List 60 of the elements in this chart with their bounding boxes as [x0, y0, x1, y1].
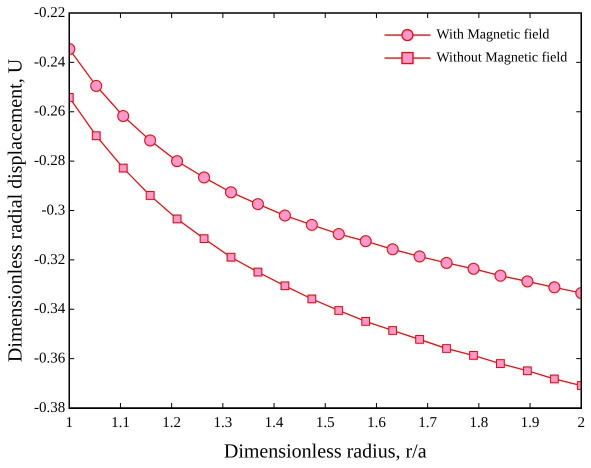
point	[334, 306, 344, 315]
point	[198, 171, 210, 184]
point	[144, 134, 156, 146]
point	[306, 218, 318, 231]
point	[226, 252, 236, 262]
point	[92, 131, 101, 140]
legend-label: Without Magnetic field	[436, 50, 568, 66]
y-tick-label: -0.22	[34, 4, 66, 21]
point	[146, 191, 154, 200]
point	[171, 155, 184, 168]
x-tick-label: 1.6	[367, 414, 386, 431]
point	[522, 366, 532, 376]
x-tick-label: 1.9	[520, 414, 540, 431]
point	[521, 275, 534, 288]
x-tick-label: 1	[65, 414, 73, 431]
y-tick-label: -0.32	[34, 252, 66, 268]
point	[494, 270, 506, 282]
x-tick-label: 1.5	[316, 414, 335, 431]
point	[388, 326, 398, 335]
legend-label: With Magnetic field	[436, 28, 550, 43]
point	[117, 110, 130, 122]
x-tick-label: 1.4	[264, 414, 284, 431]
point	[278, 209, 291, 222]
point	[252, 198, 264, 210]
y-tick-label: -0.34	[34, 301, 66, 318]
point	[415, 334, 424, 344]
point	[467, 262, 480, 275]
x-tick-label: 1.8	[469, 414, 488, 431]
point	[224, 186, 237, 198]
point	[469, 351, 478, 360]
x-tick-label: 1.2	[162, 414, 182, 431]
point	[118, 164, 128, 172]
point	[414, 250, 426, 262]
y-tick-label: -0.38	[34, 400, 66, 416]
point	[200, 234, 208, 244]
y-tick-label: -0.36	[34, 350, 66, 367]
y-tick-label: -0.28	[34, 153, 66, 170]
point	[548, 281, 560, 294]
y-tick-label: -0.24	[34, 54, 66, 70]
point	[440, 256, 452, 269]
point	[386, 243, 399, 256]
point	[280, 281, 290, 290]
point	[360, 235, 372, 248]
point	[332, 228, 345, 240]
x-axis-title: Dimensionless radius, r/a	[224, 440, 427, 462]
x-tick-label: 1.3	[213, 414, 232, 431]
y-tick-label: -0.26	[34, 104, 66, 120]
x-tick-label: 2	[578, 414, 585, 431]
x-tick-label: 1.7	[418, 414, 438, 431]
point	[550, 374, 559, 384]
x-tick-label: 1.1	[111, 414, 130, 431]
point	[307, 294, 316, 304]
y-axis-title: Dimensionless radial displacement, U	[4, 58, 26, 362]
y-tick-label: -0.3	[41, 202, 66, 218]
point	[442, 344, 451, 353]
point	[253, 268, 262, 276]
point	[172, 214, 182, 224]
point	[496, 359, 505, 368]
point	[90, 80, 102, 92]
point	[361, 316, 370, 326]
